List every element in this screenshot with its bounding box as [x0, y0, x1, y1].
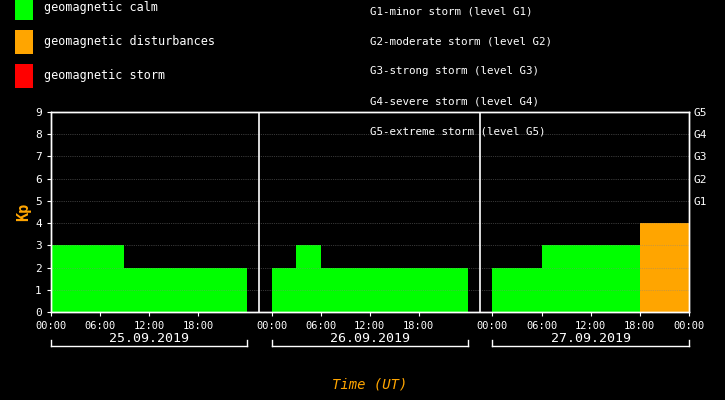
Bar: [542, 245, 566, 312]
Y-axis label: Kp: Kp: [16, 203, 30, 221]
Bar: [223, 268, 247, 312]
Bar: [173, 268, 198, 312]
Text: geomagnetic storm: geomagnetic storm: [44, 70, 165, 82]
Bar: [100, 245, 125, 312]
Text: Time (UT): Time (UT): [332, 377, 407, 391]
Bar: [75, 245, 100, 312]
Text: G1-minor storm (level G1): G1-minor storm (level G1): [370, 6, 532, 16]
Bar: [517, 268, 542, 312]
Bar: [639, 223, 664, 312]
Text: 25.09.2019: 25.09.2019: [109, 332, 189, 344]
Bar: [198, 268, 223, 312]
Bar: [444, 268, 468, 312]
Text: 27.09.2019: 27.09.2019: [550, 332, 631, 344]
Text: G2-moderate storm (level G2): G2-moderate storm (level G2): [370, 36, 552, 46]
Bar: [394, 268, 419, 312]
Bar: [125, 268, 149, 312]
Bar: [345, 268, 370, 312]
Bar: [615, 245, 639, 312]
Bar: [51, 245, 75, 312]
Text: G4-severe storm (level G4): G4-severe storm (level G4): [370, 96, 539, 106]
Text: G5-extreme storm (level G5): G5-extreme storm (level G5): [370, 126, 545, 136]
Bar: [566, 245, 591, 312]
Bar: [591, 245, 615, 312]
Text: 26.09.2019: 26.09.2019: [330, 332, 410, 344]
Bar: [320, 268, 345, 312]
Bar: [370, 268, 394, 312]
Bar: [296, 245, 320, 312]
Bar: [419, 268, 444, 312]
Bar: [149, 268, 173, 312]
Text: geomagnetic disturbances: geomagnetic disturbances: [44, 36, 215, 48]
Bar: [664, 223, 689, 312]
Bar: [272, 268, 296, 312]
Bar: [492, 268, 517, 312]
Text: geomagnetic calm: geomagnetic calm: [44, 2, 157, 14]
Text: G3-strong storm (level G3): G3-strong storm (level G3): [370, 66, 539, 76]
